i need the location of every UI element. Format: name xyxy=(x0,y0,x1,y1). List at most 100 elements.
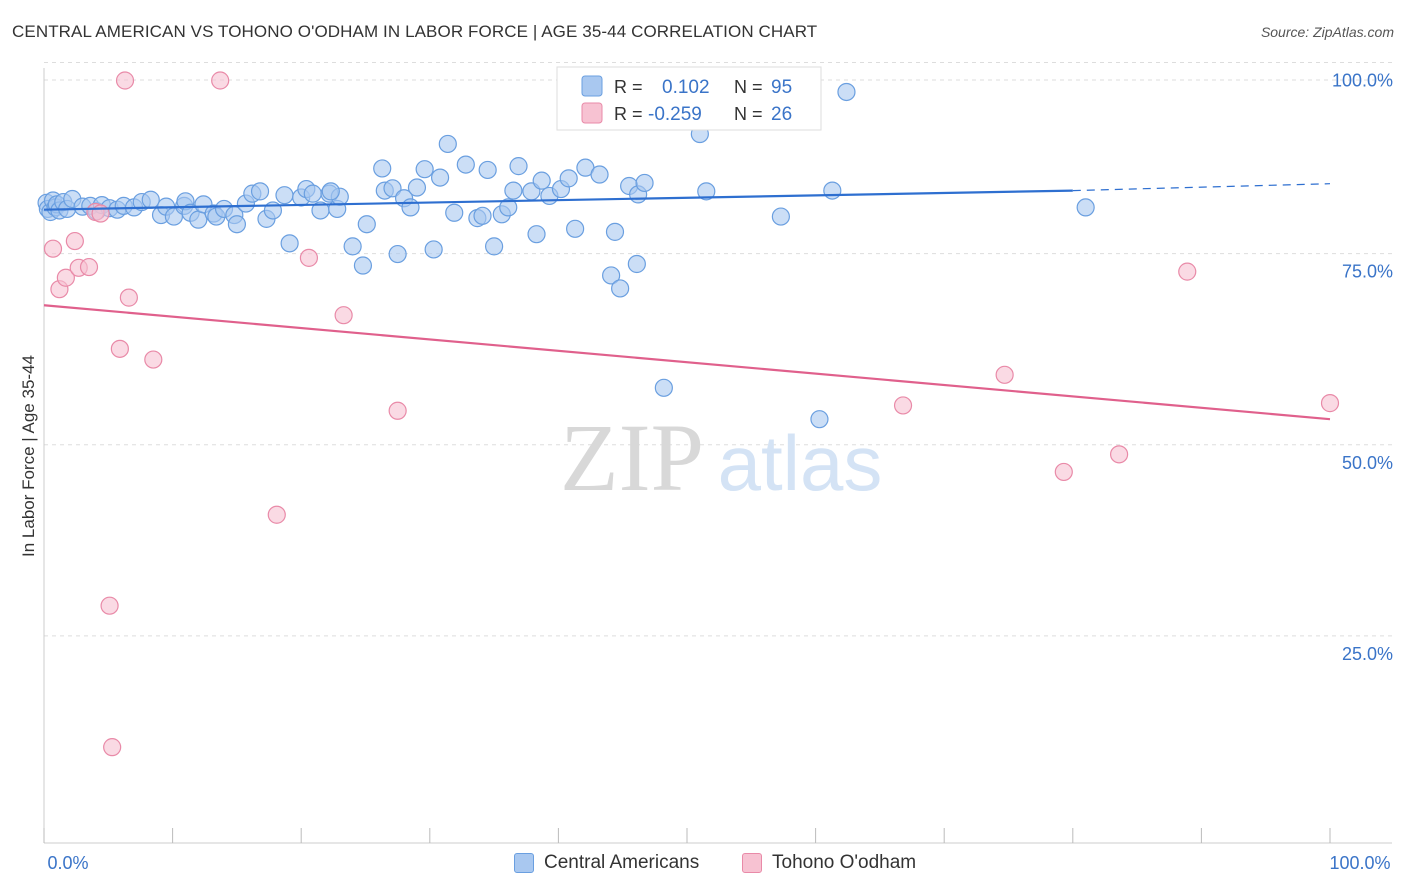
series-legend: Central Americans Tohono O'odham xyxy=(0,852,1406,878)
data-point xyxy=(1178,262,1197,281)
watermark: ZIP atlas xyxy=(560,404,882,511)
data-point xyxy=(56,268,75,287)
legend-item-central-americans[interactable]: Central Americans xyxy=(514,852,699,874)
data-point xyxy=(189,210,208,229)
watermark-zip: ZIP xyxy=(560,404,704,511)
data-point xyxy=(697,182,716,201)
data-point xyxy=(527,225,546,244)
data-point xyxy=(144,350,163,369)
data-point xyxy=(590,165,609,184)
legend-swatch-pink xyxy=(581,102,603,124)
data-point xyxy=(407,178,427,197)
chart-title: CENTRAL AMERICAN VS TOHONO O'ODHAM IN LA… xyxy=(12,22,818,41)
y-tick-label: 25.0% xyxy=(1342,644,1393,664)
trend-lines xyxy=(43,183,1331,421)
data-point xyxy=(893,396,913,415)
y-tick-labels: 100.0% 75.0% 50.0% 25.0% xyxy=(1332,71,1393,664)
data-point xyxy=(103,738,122,757)
data-point xyxy=(485,237,504,256)
data-point xyxy=(415,160,434,179)
data-point xyxy=(303,184,322,203)
y-axis-label: In Labor Force | Age 35-44 xyxy=(19,355,38,557)
data-point xyxy=(334,306,353,325)
data-point xyxy=(119,288,138,307)
data-point xyxy=(141,190,160,209)
data-point xyxy=(79,257,99,277)
legend-swatch-central-americans xyxy=(514,853,534,873)
legend-n-label-2: N = xyxy=(734,104,763,124)
data-point xyxy=(627,254,646,274)
legend-swatch-blue xyxy=(581,75,603,97)
data-point xyxy=(275,186,294,205)
data-point xyxy=(227,215,246,234)
data-points xyxy=(37,71,1340,757)
data-point xyxy=(605,222,625,241)
data-point xyxy=(250,182,270,201)
x-tick-label: 100.0% xyxy=(1329,853,1390,873)
legend-r-label-2: R = xyxy=(614,104,643,124)
data-point xyxy=(373,159,392,178)
data-point xyxy=(343,237,362,256)
data-point xyxy=(65,231,84,251)
data-point xyxy=(1320,394,1340,413)
x-tick-labels: 0.0% 100.0% xyxy=(47,853,1390,873)
data-point xyxy=(504,181,523,200)
data-point xyxy=(478,160,497,180)
data-point xyxy=(1109,445,1129,464)
data-point xyxy=(430,168,450,187)
data-point xyxy=(357,215,376,234)
legend-swatch-tohono-oodham xyxy=(742,853,762,873)
data-point xyxy=(280,234,299,253)
data-point xyxy=(635,173,654,193)
legend-label-central-americans: Central Americans xyxy=(544,852,700,873)
data-point xyxy=(499,198,518,217)
legend-n-value-1: 95 xyxy=(771,77,792,98)
data-point xyxy=(299,248,319,267)
data-point xyxy=(110,339,129,358)
data-point xyxy=(456,155,475,174)
data-point xyxy=(100,596,119,615)
watermark-atlas: atlas xyxy=(718,419,883,507)
data-point xyxy=(115,71,135,90)
legend-r-value-1: 0.102 xyxy=(662,77,710,98)
data-point xyxy=(388,401,407,420)
data-point xyxy=(810,410,829,429)
data-point xyxy=(321,182,340,201)
data-point xyxy=(771,207,790,226)
legend-item-tohono-oodham[interactable]: Tohono O'odham xyxy=(742,852,916,874)
grid-lines xyxy=(44,62,1392,637)
y-tick-label: 75.0% xyxy=(1342,262,1393,282)
data-point xyxy=(211,71,230,90)
data-point xyxy=(837,82,856,102)
data-point xyxy=(43,239,63,258)
data-point xyxy=(473,206,492,225)
data-point xyxy=(532,171,551,190)
data-point xyxy=(1076,198,1095,217)
source-label: Source: ZipAtlas.com xyxy=(1260,24,1394,40)
data-point xyxy=(1054,462,1073,482)
data-point xyxy=(267,505,286,524)
legend-r-label-1: R = xyxy=(614,77,643,97)
legend-r-value-2: -0.259 xyxy=(648,104,702,125)
data-point xyxy=(383,179,402,198)
data-point xyxy=(559,169,578,188)
stats-legend: R = 0.102 N = 95 R = -0.259 N = 26 xyxy=(556,66,822,131)
legend-label-tohono-oodham: Tohono O'odham xyxy=(772,852,917,873)
data-point xyxy=(509,157,528,176)
y-tick-label: 50.0% xyxy=(1342,453,1393,473)
data-point xyxy=(424,240,443,259)
data-point xyxy=(445,203,464,222)
y-tick-label: 100.0% xyxy=(1332,71,1393,91)
trend-line-central-americans xyxy=(43,189,1073,211)
data-point xyxy=(438,134,457,154)
data-point xyxy=(823,181,842,200)
legend-n-value-2: 26 xyxy=(771,104,792,125)
trend-line-central-americans-projection xyxy=(1072,183,1331,192)
data-point xyxy=(602,266,621,285)
data-point xyxy=(388,244,407,264)
data-point xyxy=(654,378,673,397)
data-point xyxy=(401,198,420,217)
trend-line-tohono-oodham xyxy=(43,304,1331,421)
data-point xyxy=(611,279,630,298)
